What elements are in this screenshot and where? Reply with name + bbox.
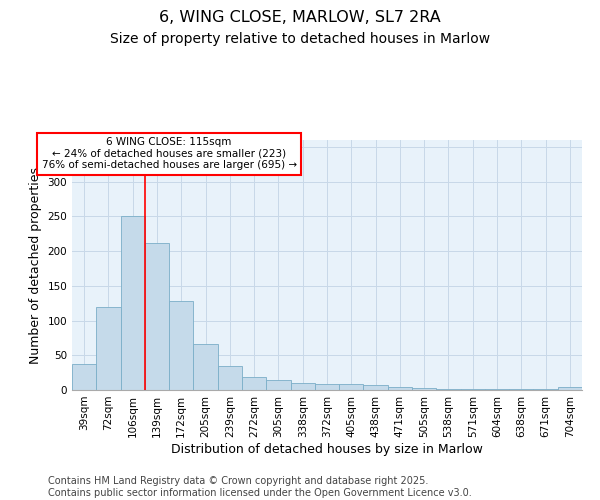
Bar xyxy=(364,385,388,390)
Bar xyxy=(72,364,96,390)
Bar xyxy=(193,344,218,390)
Bar xyxy=(266,380,290,390)
Bar xyxy=(121,216,145,390)
Bar xyxy=(218,366,242,390)
Bar xyxy=(315,384,339,390)
Bar xyxy=(169,301,193,390)
Text: Size of property relative to detached houses in Marlow: Size of property relative to detached ho… xyxy=(110,32,490,46)
Text: 6, WING CLOSE, MARLOW, SL7 2RA: 6, WING CLOSE, MARLOW, SL7 2RA xyxy=(159,10,441,25)
Bar xyxy=(145,243,169,390)
Text: 6 WING CLOSE: 115sqm
← 24% of detached houses are smaller (223)
76% of semi-deta: 6 WING CLOSE: 115sqm ← 24% of detached h… xyxy=(41,138,297,170)
Bar xyxy=(388,387,412,390)
Bar xyxy=(339,384,364,390)
Bar xyxy=(242,377,266,390)
Bar xyxy=(96,306,121,390)
Bar xyxy=(558,387,582,390)
Text: Contains HM Land Registry data © Crown copyright and database right 2025.
Contai: Contains HM Land Registry data © Crown c… xyxy=(48,476,472,498)
X-axis label: Distribution of detached houses by size in Marlow: Distribution of detached houses by size … xyxy=(171,442,483,456)
Bar xyxy=(436,388,461,390)
Bar xyxy=(290,383,315,390)
Y-axis label: Number of detached properties: Number of detached properties xyxy=(29,166,42,364)
Bar xyxy=(412,388,436,390)
